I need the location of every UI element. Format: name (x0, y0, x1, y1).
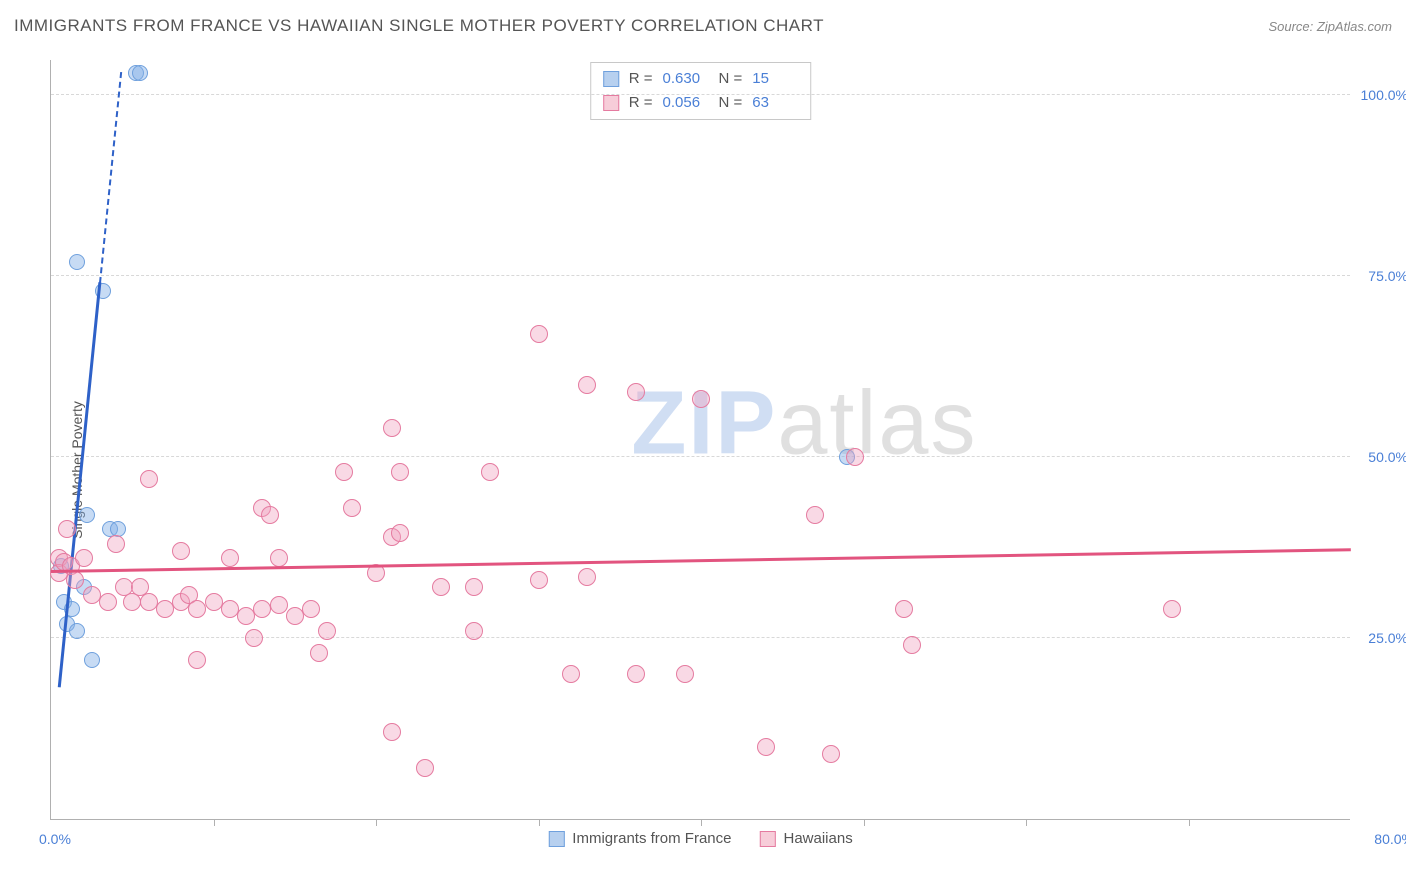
data-point (310, 644, 328, 662)
x-tick (1026, 819, 1027, 826)
y-tick-label: 50.0% (1368, 449, 1406, 465)
plot-region: ZIPatlas R =0.630N =15R =0.056N =63 Immi… (50, 60, 1350, 820)
data-point (895, 600, 913, 618)
y-tick-label: 75.0% (1368, 268, 1406, 284)
data-point (846, 448, 864, 466)
data-point (156, 600, 174, 618)
data-point (69, 254, 85, 270)
data-point (627, 383, 645, 401)
data-point (79, 507, 95, 523)
chart-area: Single Mother Poverty ZIPatlas R =0.630N… (0, 48, 1406, 892)
data-point (270, 549, 288, 567)
data-point (221, 549, 239, 567)
gridline (51, 275, 1350, 276)
data-point (237, 607, 255, 625)
trend-line (99, 72, 122, 283)
x-axis-max-label: 80.0% (1374, 831, 1406, 847)
data-point (302, 600, 320, 618)
x-tick (864, 819, 865, 826)
data-point (69, 623, 85, 639)
legend-item: Immigrants from France (548, 830, 731, 847)
data-point (99, 593, 117, 611)
data-point (578, 376, 596, 394)
legend-item: Hawaiians (760, 830, 853, 847)
legend-row: R = 0.630 N = 15 (603, 67, 799, 91)
data-point (261, 506, 279, 524)
data-point (822, 745, 840, 763)
legend-r-label: R = (629, 67, 653, 91)
x-tick (214, 819, 215, 826)
data-point (465, 622, 483, 640)
gridline (51, 456, 1350, 457)
data-point (75, 549, 93, 567)
chart-title: IMMIGRANTS FROM FRANCE VS HAWAIIAN SINGL… (14, 16, 824, 36)
series-legend: Immigrants from France Hawaiians (548, 830, 852, 847)
data-point (530, 325, 548, 343)
chart-header: IMMIGRANTS FROM FRANCE VS HAWAIIAN SINGL… (14, 16, 1392, 36)
x-tick (376, 819, 377, 826)
watermark-atlas: atlas (777, 374, 977, 474)
data-point (416, 759, 434, 777)
legend-n-label: N = (719, 67, 743, 91)
legend-swatch (603, 71, 619, 87)
y-tick-label: 100.0% (1361, 87, 1406, 103)
legend-swatch (603, 95, 619, 111)
data-point (530, 571, 548, 589)
data-point (343, 499, 361, 517)
x-axis-min-label: 0.0% (39, 831, 71, 847)
data-point (335, 463, 353, 481)
data-point (432, 578, 450, 596)
x-tick (1189, 819, 1190, 826)
data-point (318, 622, 336, 640)
correlation-legend: R =0.630N =15R =0.056N =63 (590, 62, 812, 120)
x-tick (539, 819, 540, 826)
watermark: ZIPatlas (631, 373, 977, 476)
legend-label: Hawaiians (784, 830, 853, 847)
data-point (383, 723, 401, 741)
legend-swatch (548, 831, 564, 847)
data-point (391, 463, 409, 481)
data-point (58, 520, 76, 538)
data-point (383, 419, 401, 437)
x-tick (701, 819, 702, 826)
data-point (391, 524, 409, 542)
data-point (465, 578, 483, 596)
data-point (188, 651, 206, 669)
data-point (627, 665, 645, 683)
gridline (51, 94, 1350, 95)
data-point (1163, 600, 1181, 618)
legend-n-value: 15 (752, 67, 798, 91)
data-point (578, 568, 596, 586)
data-point (132, 65, 148, 81)
data-point (84, 652, 100, 668)
data-point (66, 571, 84, 589)
trend-line (51, 549, 1351, 573)
data-point (903, 636, 921, 654)
legend-r-value: 0.630 (663, 67, 709, 91)
data-point (270, 596, 288, 614)
legend-swatch (760, 831, 776, 847)
data-point (692, 390, 710, 408)
watermark-zip: ZIP (631, 374, 777, 474)
data-point (188, 600, 206, 618)
legend-label: Immigrants from France (572, 830, 731, 847)
data-point (806, 506, 824, 524)
data-point (481, 463, 499, 481)
y-tick-label: 25.0% (1368, 630, 1406, 646)
data-point (172, 542, 190, 560)
data-point (245, 629, 263, 647)
source-label: Source: ZipAtlas.com (1268, 19, 1392, 34)
data-point (253, 600, 271, 618)
data-point (140, 470, 158, 488)
data-point (757, 738, 775, 756)
data-point (286, 607, 304, 625)
data-point (107, 535, 125, 553)
data-point (562, 665, 580, 683)
data-point (676, 665, 694, 683)
